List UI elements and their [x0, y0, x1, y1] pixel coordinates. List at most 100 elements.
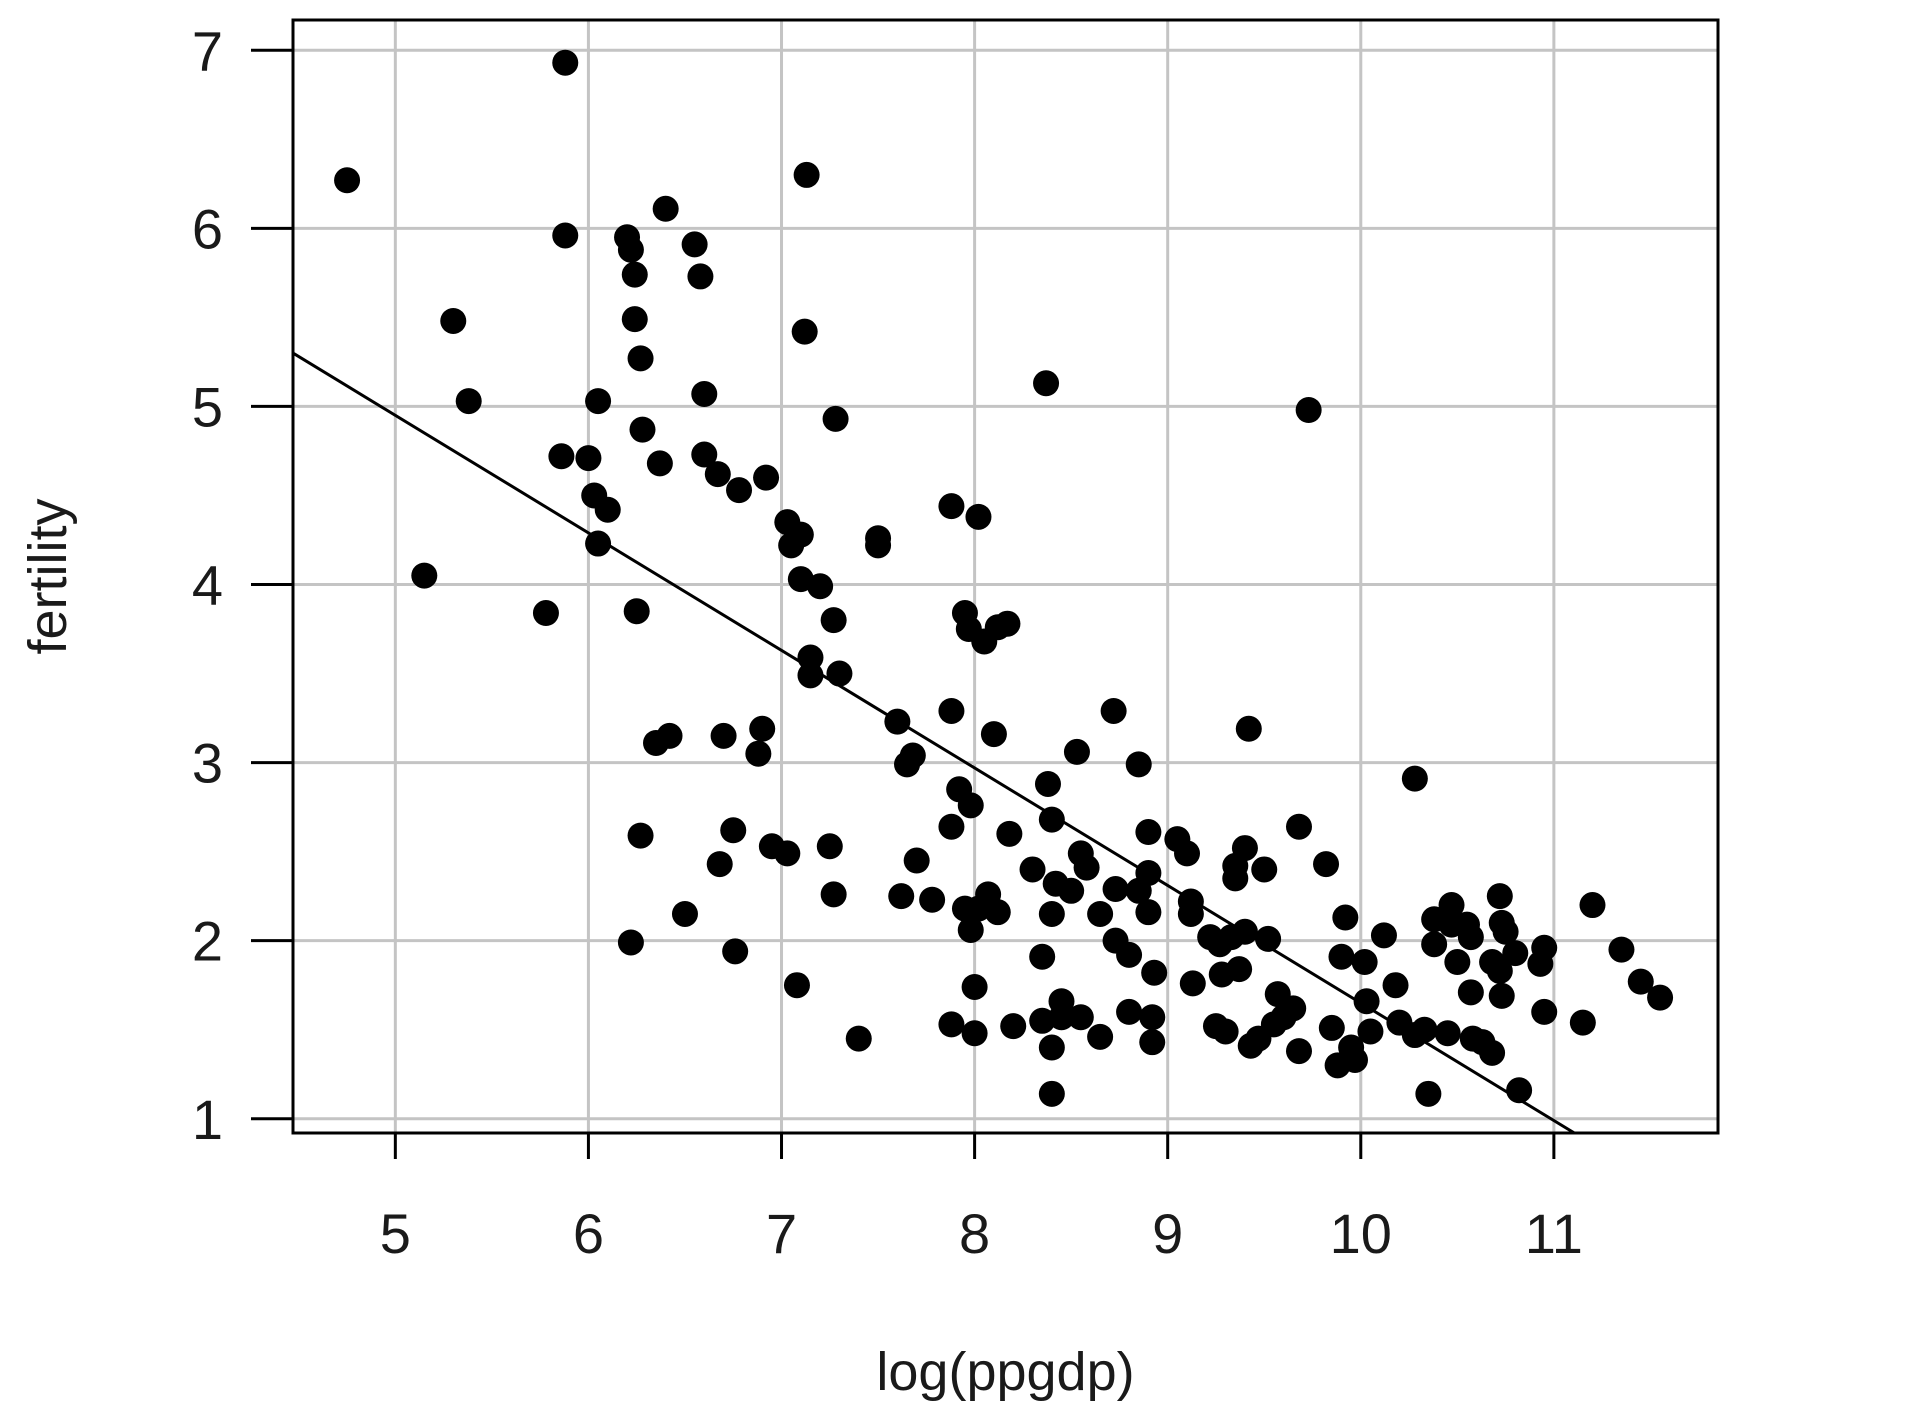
data-point: [1116, 998, 1143, 1025]
grid-lines: [293, 20, 1718, 1133]
data-point: [774, 840, 801, 867]
data-point: [1038, 1080, 1065, 1107]
data-point: [532, 600, 559, 627]
data-point: [1038, 806, 1065, 833]
data-points: [334, 49, 1674, 1107]
data-point: [1444, 949, 1471, 976]
data-point: [1438, 892, 1465, 919]
data-point: [984, 899, 1011, 926]
data-point: [1401, 765, 1428, 792]
data-point: [1421, 931, 1448, 958]
data-point: [938, 1011, 965, 1038]
data-point: [1370, 922, 1397, 949]
data-point: [1627, 968, 1654, 995]
data-point: [1280, 995, 1307, 1022]
data-point: [845, 1025, 872, 1052]
data-point: [594, 496, 621, 523]
data-point: [1174, 840, 1201, 867]
data-point: [1341, 1046, 1368, 1073]
y-tick-label: 7: [192, 19, 223, 82]
data-point: [1285, 1038, 1312, 1065]
data-point: [749, 715, 776, 742]
data-point: [1102, 876, 1129, 903]
data-point: [1479, 1039, 1506, 1066]
data-point: [681, 231, 708, 258]
data-point: [1382, 972, 1409, 999]
y-tick-label: 3: [192, 732, 223, 795]
data-point: [548, 443, 575, 470]
data-point: [961, 973, 988, 1000]
data-point: [440, 307, 467, 334]
data-point: [621, 261, 648, 288]
data-point: [1486, 883, 1513, 910]
data-point: [411, 562, 438, 589]
data-point: [585, 530, 612, 557]
x-axis-title: log(ppgdp): [876, 1342, 1134, 1402]
data-point: [938, 813, 965, 840]
data-point: [627, 822, 654, 849]
data-point: [1087, 900, 1114, 927]
data-point: [996, 820, 1023, 847]
data-point: [1492, 918, 1519, 945]
data-point: [1313, 851, 1340, 878]
data-point: [552, 222, 579, 249]
data-point: [1357, 1018, 1384, 1045]
data-point: [807, 573, 834, 600]
data-point: [1251, 856, 1278, 883]
data-point: [585, 388, 612, 415]
y-tick-label: 1: [192, 1088, 223, 1151]
data-point: [1135, 860, 1162, 887]
data-point: [1647, 984, 1674, 1011]
data-point: [1411, 1016, 1438, 1043]
data-point: [1486, 957, 1513, 984]
data-point: [1087, 1023, 1114, 1050]
data-point: [1116, 941, 1143, 968]
data-point: [706, 851, 733, 878]
data-point: [627, 345, 654, 372]
data-point: [1415, 1080, 1442, 1107]
data-point: [617, 929, 644, 956]
data-point: [797, 644, 824, 671]
data-point: [783, 972, 810, 999]
data-point: [1135, 899, 1162, 926]
data-point: [797, 662, 824, 689]
data-point: [334, 167, 361, 194]
data-point: [691, 380, 718, 407]
data-point: [1457, 979, 1484, 1006]
data-point: [1139, 1004, 1166, 1031]
data-point: [1125, 751, 1152, 778]
data-point: [1029, 943, 1056, 970]
y-tick-label: 4: [192, 554, 223, 617]
data-point: [623, 598, 650, 625]
data-point: [888, 883, 915, 910]
data-point: [961, 1020, 988, 1047]
x-tick-label: 7: [766, 1202, 797, 1265]
data-point: [938, 697, 965, 724]
data-point: [1608, 936, 1635, 963]
data-point: [1285, 813, 1312, 840]
data-point: [1235, 715, 1262, 742]
data-point: [1141, 959, 1168, 986]
data-point: [1038, 1034, 1065, 1061]
data-point: [722, 938, 749, 965]
data-point: [1353, 988, 1380, 1015]
data-point: [938, 493, 965, 520]
x-tick-label: 5: [380, 1202, 411, 1265]
data-point: [820, 881, 847, 908]
data-point: [1328, 943, 1355, 970]
data-point: [726, 477, 753, 504]
data-point: [791, 318, 818, 345]
data-point: [1177, 900, 1204, 927]
data-point: [980, 721, 1007, 748]
data-point: [822, 405, 849, 432]
data-point: [629, 416, 656, 443]
data-point: [1034, 770, 1061, 797]
x-tick-label: 11: [1525, 1202, 1583, 1265]
data-point: [671, 900, 698, 927]
x-tick-label: 8: [959, 1202, 990, 1265]
data-point: [826, 660, 853, 687]
data-point: [816, 833, 843, 860]
y-axis-title: fertility: [18, 498, 78, 654]
data-point: [957, 792, 984, 819]
data-point: [1048, 1004, 1075, 1031]
